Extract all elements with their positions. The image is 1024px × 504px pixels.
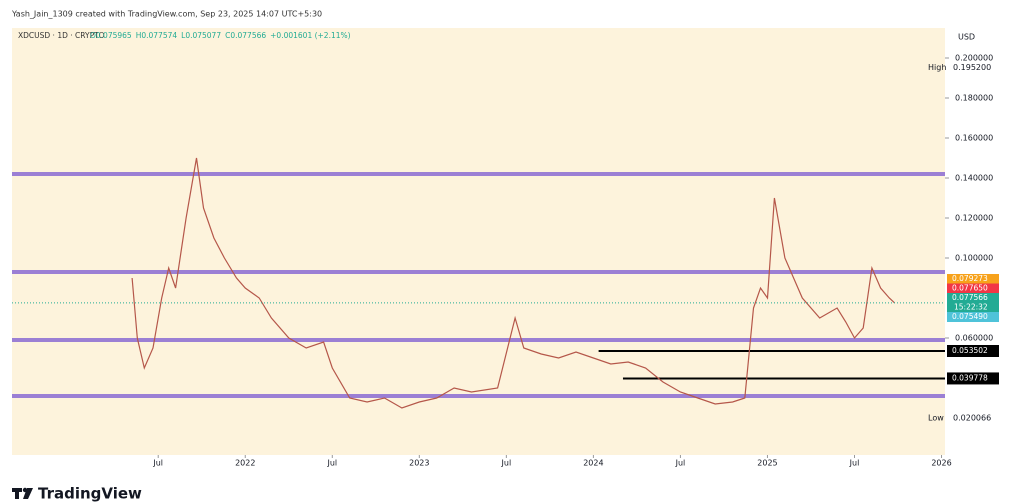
price-label-box bbox=[947, 312, 999, 322]
segment-label-box bbox=[947, 372, 999, 385]
y-tick-label: 0.160000 bbox=[955, 134, 993, 143]
y-tick-label: 0.120000 bbox=[955, 214, 993, 223]
countdown-box bbox=[947, 302, 999, 313]
price-label: 0.075490 bbox=[952, 312, 988, 321]
ohlc-value: L0.075077 bbox=[181, 31, 221, 40]
ohlc-value: H0.077574 bbox=[136, 31, 178, 40]
extreme-label: 0.020066 bbox=[953, 413, 991, 422]
ohlc-value: +0.001601 (+2.11%) bbox=[270, 31, 350, 40]
currency[interactable]: USD bbox=[958, 33, 975, 42]
price-label: 0.077650 bbox=[952, 284, 988, 293]
x-tick-label: Jul bbox=[326, 459, 337, 468]
symbol: XDCUSD · 1D · CRYPTO bbox=[18, 31, 105, 40]
y-tick-label: 0.200000 bbox=[955, 54, 993, 63]
x-tick-label: 2026 bbox=[931, 459, 951, 468]
price-label-box bbox=[947, 293, 999, 303]
attribution: Yash_Jain_1309 created with TradingView.… bbox=[11, 10, 322, 19]
price-label-box bbox=[947, 283, 999, 294]
x-tick-label: 2024 bbox=[583, 459, 603, 468]
y-tick-label: 0.060000 bbox=[955, 334, 993, 343]
x-tick-label: Jul bbox=[675, 459, 686, 468]
extreme-label: 0.195200 bbox=[953, 63, 991, 72]
price-label: 0.077566 bbox=[952, 293, 988, 302]
price-line bbox=[131, 157, 895, 409]
segment-label: 0.039778 bbox=[952, 373, 988, 382]
price-label-box bbox=[947, 274, 999, 284]
x-tick-label: Jul bbox=[849, 459, 860, 468]
brand: TradingView bbox=[38, 485, 142, 503]
ohlc-value: C0.077566 bbox=[225, 31, 266, 40]
x-tick-label: Jul bbox=[501, 459, 512, 468]
x-tick-label: Jul bbox=[152, 459, 163, 468]
brand-logo bbox=[12, 487, 33, 499]
countdown: 15:22:32 bbox=[954, 303, 988, 312]
segment-label: 0.053502 bbox=[952, 346, 988, 355]
price-axis bbox=[945, 28, 1005, 455]
x-tick-label: 2022 bbox=[235, 459, 255, 468]
y-tick-label: 0.140000 bbox=[955, 174, 993, 183]
extreme-name: Low bbox=[928, 413, 944, 422]
x-tick-label: 2023 bbox=[409, 459, 429, 468]
x-tick-label: 2025 bbox=[757, 459, 777, 468]
extreme-name: High bbox=[928, 63, 946, 72]
segment-label-box bbox=[947, 344, 999, 357]
plot-area bbox=[12, 28, 945, 455]
y-tick-label: 0.100000 bbox=[955, 254, 993, 263]
ohlc-value: O0.075965 bbox=[90, 31, 132, 40]
y-tick-label: 0.180000 bbox=[955, 94, 993, 103]
price-label: 0.079273 bbox=[952, 274, 988, 283]
